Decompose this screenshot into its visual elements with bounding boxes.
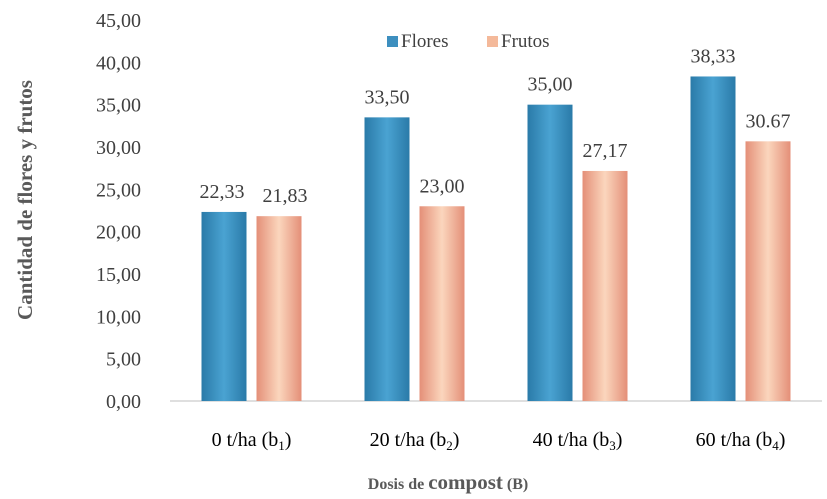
y-tick-label: 5,00 — [106, 349, 141, 371]
x-tick-label: 40 t/ha (b3) — [533, 429, 623, 453]
bar-frutos — [582, 170, 628, 401]
x-tick-label: 0 t/ha (b1) — [212, 429, 292, 453]
y-tick-label: 15,00 — [96, 264, 141, 286]
legend: Flores Frutos — [387, 31, 550, 52]
bar-flores — [364, 117, 410, 401]
bar-frutos — [256, 216, 302, 401]
x-axis-ticks: 0 t/ha (b1) 20 t/ha (b2) 40 t/ha (b3) 60 t/… — [212, 429, 786, 453]
x-tick-label: 20 t/ha (b2) — [370, 429, 460, 453]
data-label: 27,17 — [583, 140, 628, 162]
legend-swatch-frutos — [487, 36, 498, 47]
data-labels: 22,33 21,83 33,50 23,00 35,00 27,17 38,33 30.67 — [200, 45, 791, 207]
bar-frutos — [745, 141, 791, 401]
y-tick-label: 30,00 — [96, 137, 141, 159]
data-label: 30.67 — [746, 110, 791, 132]
bar-frutos — [419, 206, 465, 401]
legend-label-flores: Flores — [401, 31, 449, 52]
y-tick-label: 45,00 — [96, 10, 141, 32]
bars — [201, 76, 791, 402]
x-tick-label: 60 t/ha (b4) — [696, 429, 786, 453]
bar-flores — [690, 76, 736, 402]
y-axis-ticks: 0,00 5,00 10,00 15,00 20,00 25,00 30,00 35,00 40… — [96, 10, 141, 413]
data-label: 22,33 — [200, 181, 245, 203]
x-axis-label: Dosis de compost (B) — [368, 470, 528, 494]
y-axis-label: Cantidad de flores y frutos — [13, 80, 37, 320]
data-label: 23,00 — [420, 175, 465, 197]
y-tick-label: 40,00 — [96, 52, 141, 74]
data-label: 33,50 — [365, 86, 410, 108]
legend-swatch-flores — [387, 36, 398, 47]
bar-flores — [201, 211, 247, 401]
y-tick-label: 10,00 — [96, 306, 141, 328]
y-tick-label: 0,00 — [106, 391, 141, 413]
y-tick-label: 20,00 — [96, 222, 141, 244]
data-label: 35,00 — [528, 74, 573, 96]
bar-flores — [527, 104, 573, 402]
y-tick-label: 35,00 — [96, 95, 141, 117]
data-label: 38,33 — [691, 45, 736, 67]
y-tick-label: 25,00 — [96, 179, 141, 201]
data-label: 21,83 — [263, 185, 308, 207]
legend-label-frutos: Frutos — [501, 31, 550, 52]
